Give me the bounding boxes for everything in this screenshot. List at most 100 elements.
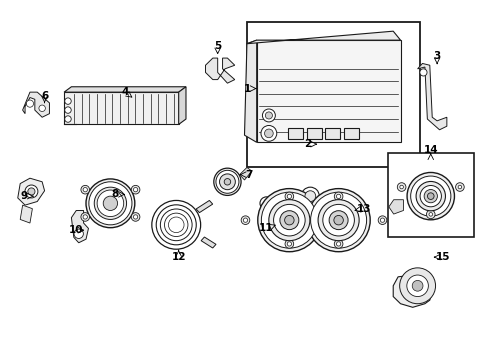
- Bar: [306, 128, 321, 139]
- Polygon shape: [239, 167, 251, 180]
- Polygon shape: [244, 40, 256, 142]
- Polygon shape: [178, 87, 185, 125]
- Circle shape: [455, 183, 463, 191]
- Text: 8: 8: [111, 189, 119, 199]
- Circle shape: [423, 189, 436, 203]
- Text: 1: 1: [243, 84, 250, 94]
- Polygon shape: [64, 87, 185, 92]
- Polygon shape: [256, 40, 400, 142]
- Polygon shape: [64, 92, 178, 125]
- Circle shape: [103, 196, 117, 211]
- Circle shape: [336, 242, 340, 246]
- Text: 6: 6: [41, 91, 48, 101]
- Circle shape: [410, 176, 450, 216]
- Circle shape: [336, 194, 340, 199]
- Circle shape: [86, 179, 135, 228]
- Circle shape: [131, 185, 140, 194]
- Circle shape: [301, 187, 319, 205]
- Circle shape: [427, 193, 433, 199]
- Bar: [343, 128, 358, 139]
- Circle shape: [97, 190, 123, 217]
- Bar: [288, 128, 303, 139]
- Text: 5: 5: [214, 41, 221, 50]
- Circle shape: [328, 216, 337, 225]
- Circle shape: [268, 200, 309, 241]
- Circle shape: [224, 179, 230, 185]
- Circle shape: [261, 126, 276, 141]
- Circle shape: [279, 211, 298, 230]
- Circle shape: [64, 116, 71, 122]
- Circle shape: [284, 215, 293, 225]
- Polygon shape: [388, 200, 403, 214]
- Circle shape: [377, 216, 386, 225]
- Polygon shape: [20, 205, 32, 223]
- Polygon shape: [22, 92, 49, 117]
- Circle shape: [26, 100, 34, 107]
- Bar: [246, 22, 419, 167]
- Polygon shape: [201, 237, 216, 248]
- Circle shape: [317, 200, 358, 241]
- Polygon shape: [417, 63, 446, 130]
- Circle shape: [241, 216, 249, 225]
- Circle shape: [64, 98, 71, 104]
- Circle shape: [330, 218, 335, 222]
- Circle shape: [213, 168, 241, 195]
- Polygon shape: [205, 58, 234, 83]
- Circle shape: [306, 189, 369, 252]
- Circle shape: [380, 218, 384, 222]
- Text: 4: 4: [121, 87, 128, 97]
- Circle shape: [411, 280, 422, 291]
- Circle shape: [64, 107, 71, 113]
- Bar: [387, 153, 473, 237]
- Circle shape: [39, 105, 45, 112]
- Circle shape: [257, 189, 320, 252]
- Circle shape: [133, 215, 138, 219]
- Text: 9: 9: [20, 191, 28, 201]
- Polygon shape: [392, 275, 431, 307]
- Circle shape: [426, 210, 434, 219]
- Circle shape: [415, 181, 445, 211]
- Circle shape: [261, 192, 317, 248]
- Circle shape: [310, 192, 366, 248]
- Text: 2: 2: [304, 139, 311, 149]
- Circle shape: [273, 204, 305, 236]
- Circle shape: [292, 218, 296, 222]
- Polygon shape: [71, 211, 88, 243]
- Text: 7: 7: [245, 170, 253, 180]
- Circle shape: [334, 240, 342, 248]
- Circle shape: [81, 185, 89, 194]
- Text: 11: 11: [259, 224, 273, 233]
- Text: 15: 15: [435, 252, 450, 262]
- Polygon shape: [246, 31, 400, 44]
- Circle shape: [83, 215, 87, 219]
- Circle shape: [419, 185, 441, 207]
- Circle shape: [334, 192, 342, 201]
- Circle shape: [457, 185, 461, 189]
- Circle shape: [285, 192, 293, 201]
- Bar: [325, 128, 339, 139]
- Circle shape: [83, 188, 87, 192]
- Circle shape: [262, 109, 275, 122]
- Circle shape: [94, 187, 126, 220]
- Circle shape: [399, 268, 435, 304]
- Circle shape: [25, 185, 38, 198]
- Circle shape: [216, 170, 239, 193]
- Circle shape: [264, 129, 273, 138]
- Circle shape: [285, 240, 293, 248]
- Circle shape: [406, 172, 453, 220]
- Circle shape: [399, 185, 403, 189]
- Circle shape: [322, 204, 354, 236]
- Circle shape: [305, 191, 315, 202]
- Circle shape: [419, 69, 426, 76]
- Circle shape: [74, 229, 83, 238]
- Circle shape: [260, 197, 272, 210]
- Circle shape: [131, 213, 140, 221]
- Circle shape: [133, 188, 138, 192]
- Circle shape: [265, 112, 272, 119]
- Circle shape: [219, 174, 235, 190]
- Polygon shape: [18, 178, 44, 205]
- Text: 13: 13: [356, 204, 370, 214]
- Circle shape: [290, 216, 299, 225]
- Circle shape: [428, 212, 432, 216]
- Circle shape: [81, 213, 89, 221]
